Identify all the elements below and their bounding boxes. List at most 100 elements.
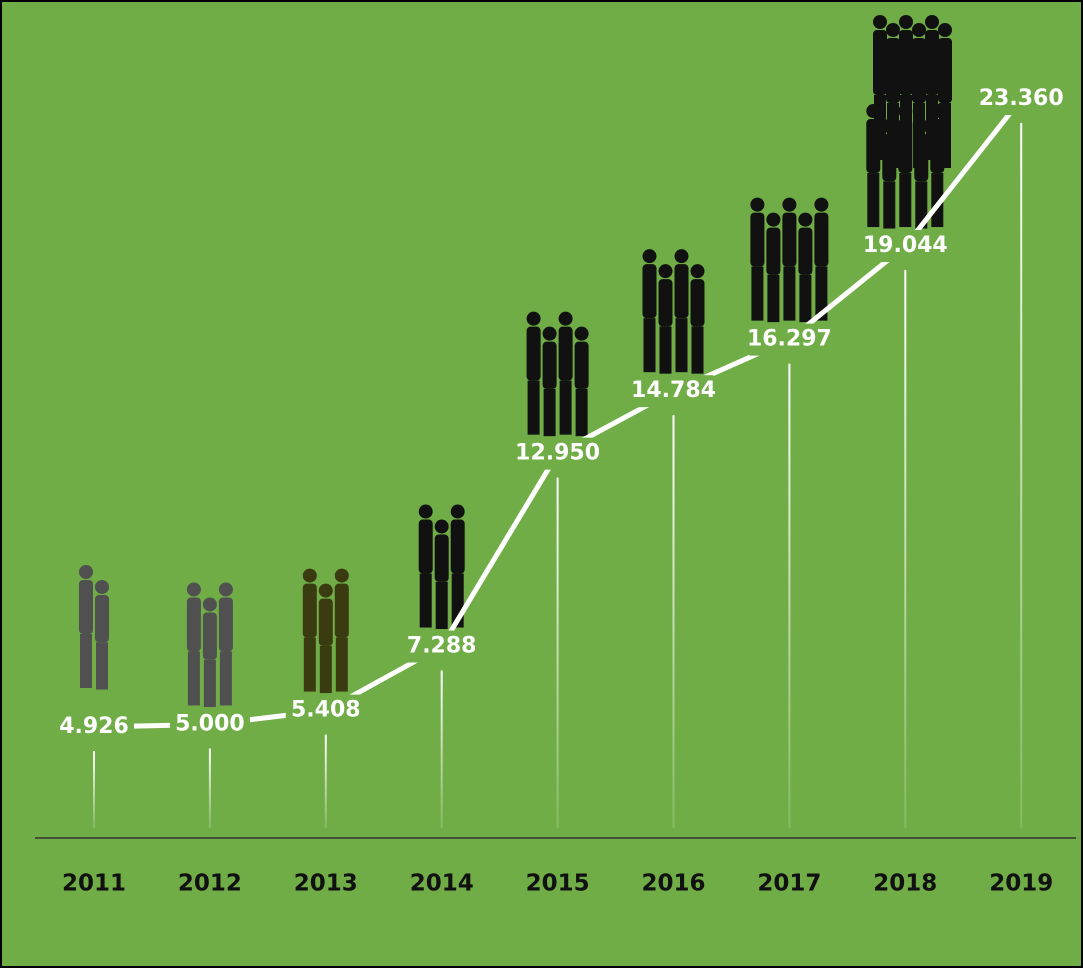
value-label: 14.784: [631, 378, 716, 403]
silhouette-body: [750, 212, 765, 267]
silhouette-body: [766, 227, 781, 275]
silhouette-head: [558, 311, 573, 326]
silhouette-body: [434, 534, 449, 582]
silhouette-head: [318, 583, 333, 598]
x-tick-label: 2017: [757, 871, 821, 897]
drop-line: [1020, 123, 1023, 828]
silhouette-head: [690, 264, 705, 279]
silhouette-head: [218, 582, 233, 597]
x-tick-label: 2014: [410, 871, 474, 897]
silhouette-body: [186, 597, 201, 652]
silhouette-body: [334, 583, 349, 638]
x-tick-label: 2012: [178, 871, 242, 897]
silhouette-legs: [931, 173, 944, 228]
silhouette-legs: [559, 380, 572, 435]
silhouette-legs: [939, 103, 951, 168]
silhouette-legs: [643, 318, 656, 373]
silhouette-head: [899, 15, 913, 29]
silhouette-legs: [335, 637, 348, 692]
label-gap: [749, 323, 830, 356]
x-tick-label: 2013: [294, 871, 358, 897]
silhouette-head: [542, 326, 557, 341]
silhouette-head: [766, 212, 781, 227]
silhouette-legs: [319, 645, 332, 694]
x-tick-label: 2018: [873, 871, 937, 897]
drop-line: [904, 270, 907, 828]
drop-line: [440, 670, 443, 828]
silhouette-body: [674, 264, 689, 319]
silhouette-head: [658, 264, 673, 279]
drop-line: [324, 734, 327, 828]
silhouette-legs: [691, 326, 704, 374]
silhouette-head: [912, 23, 926, 37]
silhouette-legs: [767, 274, 780, 323]
silhouette-head: [202, 597, 217, 612]
silhouette-body: [886, 38, 900, 103]
silhouette-legs: [900, 95, 912, 160]
silhouette-legs: [883, 181, 896, 229]
silhouette-head: [574, 326, 589, 341]
silhouette-body: [95, 595, 109, 643]
silhouette-head: [886, 23, 900, 37]
silhouette-legs: [80, 634, 92, 688]
silhouette-body: [690, 279, 705, 327]
x-tick-label: 2016: [641, 871, 705, 897]
silhouette-body: [925, 30, 939, 95]
label-gap: [981, 83, 1062, 115]
silhouette-body: [912, 38, 926, 103]
silhouette-body: [938, 38, 952, 103]
silhouette-body: [542, 341, 557, 389]
silhouette-body: [558, 326, 573, 381]
label-gap: [54, 711, 134, 743]
label-gap: [401, 630, 482, 663]
silhouettes: [79, 15, 952, 707]
silhouette-head: [750, 197, 765, 212]
silhouette-legs: [915, 181, 928, 229]
value-label: 5.000: [175, 711, 245, 736]
label-gap: [285, 694, 366, 727]
silhouette-body: [79, 580, 93, 634]
silhouette-head: [434, 519, 449, 534]
silhouette-body: [202, 612, 217, 660]
silhouette-head: [938, 23, 952, 37]
silhouette-body: [418, 519, 433, 574]
silhouette-legs: [751, 266, 764, 321]
silhouette-legs: [913, 103, 925, 168]
silhouette-head: [526, 311, 541, 326]
silhouette-legs: [527, 380, 540, 435]
silhouette-legs: [675, 318, 688, 373]
drop-line: [672, 415, 675, 828]
x-tick-label: 2019: [989, 871, 1053, 897]
silhouette-head: [798, 212, 813, 227]
silhouette-body: [658, 279, 673, 327]
silhouette-legs: [187, 651, 200, 706]
label-gap: [633, 375, 714, 408]
silhouette-head: [79, 565, 93, 579]
value-label: 5.408: [291, 698, 361, 723]
drop-line: [93, 751, 95, 828]
silhouette-head: [925, 15, 939, 29]
silhouette-legs: [219, 651, 232, 706]
value-label: 16.297: [747, 327, 832, 352]
silhouette-legs: [435, 581, 448, 630]
silhouette-body: [526, 326, 541, 381]
drop-line: [788, 363, 791, 828]
silhouette-body: [318, 598, 333, 646]
silhouette-body: [218, 597, 233, 652]
silhouette-head: [302, 568, 317, 583]
label-gap: [517, 437, 598, 470]
silhouette-legs: [899, 173, 912, 228]
value-label: 12.950: [515, 441, 600, 466]
silhouette-body: [873, 30, 887, 95]
value-label: 19.044: [863, 233, 948, 258]
silhouette-head: [418, 504, 433, 519]
silhouette-legs: [575, 388, 588, 437]
silhouette-legs: [419, 573, 432, 628]
silhouette-legs: [203, 659, 216, 707]
x-tick-label: 2011: [62, 871, 126, 897]
silhouette-body: [899, 30, 913, 95]
silhouette-legs: [303, 637, 316, 692]
drop-line: [208, 748, 211, 828]
label-gap: [169, 708, 250, 741]
